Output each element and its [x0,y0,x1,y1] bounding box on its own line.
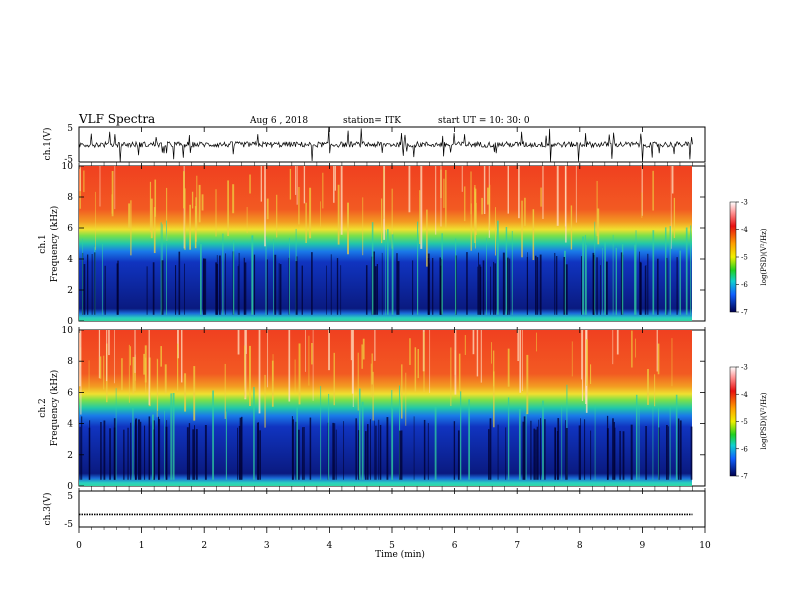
y-tick-label: 0 [67,482,73,492]
colorbar-tick-label: -6 [741,445,748,453]
ch2-spectrogram-yticks: 0 2 4 6 8 10 [62,326,705,492]
ch1-wave-ylabel: ch.1(V) [42,128,53,161]
figure-title: VLF Spectra [78,112,155,126]
x-tick-label: 3 [264,541,270,551]
y-tick-label: 2 [67,286,73,296]
ch1-spectrogram-yticks: 0 2 4 6 8 10 [62,162,705,327]
ch1-wave-ytick-bottom: -5 [64,155,73,165]
colorbar-tick-label: -4 [741,226,748,234]
x-tick-label: 0 [76,541,82,551]
ch1-spectrogram-label: ch.1 [38,234,48,253]
colorbar-ch2-scale [729,366,737,477]
ch2-spectrogram-streaks [79,330,693,480]
y-tick-label: 6 [67,388,73,398]
y-tick-label: 10 [62,326,74,336]
colorbar-tick-label: -3 [741,199,748,207]
x-tick-label: 4 [327,541,333,551]
y-tick-label: 2 [67,451,73,461]
y-tick-label: 4 [67,255,73,265]
colorbar-ch2: -3 -4 -5 -6 -7 log(PSD)(V²/Hz) [729,364,768,481]
x-tick-label: 7 [514,541,520,551]
ch2-spectrogram-panel: 0 2 4 6 8 10 ch.2 Frequency (kHz) [38,326,706,492]
ch1-spectrogram-panel: 0 2 4 6 8 10 ch.1 Frequency (kHz) [38,162,706,327]
ch3-wave-ytick-top: 5 [67,492,73,502]
ch1-waveform-line [78,127,693,163]
ch1-spectrogram-streaks [79,166,692,315]
colorbar-ch2-ticks: -3 -4 -5 -6 -7 [736,364,748,481]
time-axis: 0 1 2 3 4 5 6 7 8 9 10 [76,127,711,551]
ch3-wave-ytick-bottom: -5 [64,520,73,530]
colorbar-ch1: -3 -4 -5 -6 -7 log(PSD)(V²/Hz) [729,199,768,317]
ch3-wave-ylabel: ch.3(V) [42,493,53,526]
ch1-wave-ytick-top: 5 [67,124,73,134]
x-tick-label: 9 [640,541,646,551]
colorbar-ch1-ticks: -3 -4 -5 -6 -7 [736,199,748,317]
colorbar-tick-label: -5 [741,418,748,426]
ch3-waveform-panel: 5 -5 ch.3(V) [42,490,706,530]
y-tick-label: 8 [67,357,73,367]
x-tick-label: 8 [577,541,583,551]
y-tick-label: 10 [62,162,74,172]
ch2-frequency-label: Frequency (kHz) [49,370,60,447]
colorbar-tick-label: -4 [741,391,748,399]
start-time-label: start UT = 10: 30: 0 [438,116,530,126]
colorbar-tick-label: -7 [741,473,748,481]
ch1-frequency-label: Frequency (kHz) [49,206,60,283]
x-tick-label: 1 [139,541,145,551]
colorbar-tick-label: -6 [741,281,748,289]
y-tick-label: 0 [67,317,73,327]
colorbar-tick-label: -7 [741,309,748,317]
colorbar-ch1-label: log(PSD)(V²/Hz) [760,228,768,285]
colorbar-ch1-scale [729,201,737,313]
colorbar-ch2-label: log(PSD)(V²/Hz) [760,392,768,449]
y-tick-label: 6 [67,224,73,234]
colorbar-tick-label: -3 [741,364,748,372]
x-tick-label: 5 [389,541,395,551]
ch2-spectrogram-label: ch.2 [38,398,48,417]
ch3-waveform-frame [78,490,706,528]
x-tick-label: 10 [699,541,711,551]
date-label: Aug 6 , 2018 [249,116,308,126]
x-tick-label: 6 [452,541,458,551]
ch1-waveform-panel: 5 -5 ch.1(V) [42,124,706,165]
station-label: station= ITK [343,116,401,126]
time-axis-label: Time (min) [375,549,425,560]
colorbar-tick-label: -5 [741,254,748,262]
y-tick-label: 8 [67,193,73,203]
x-tick-label: 2 [201,541,207,551]
y-tick-label: 4 [67,420,73,430]
